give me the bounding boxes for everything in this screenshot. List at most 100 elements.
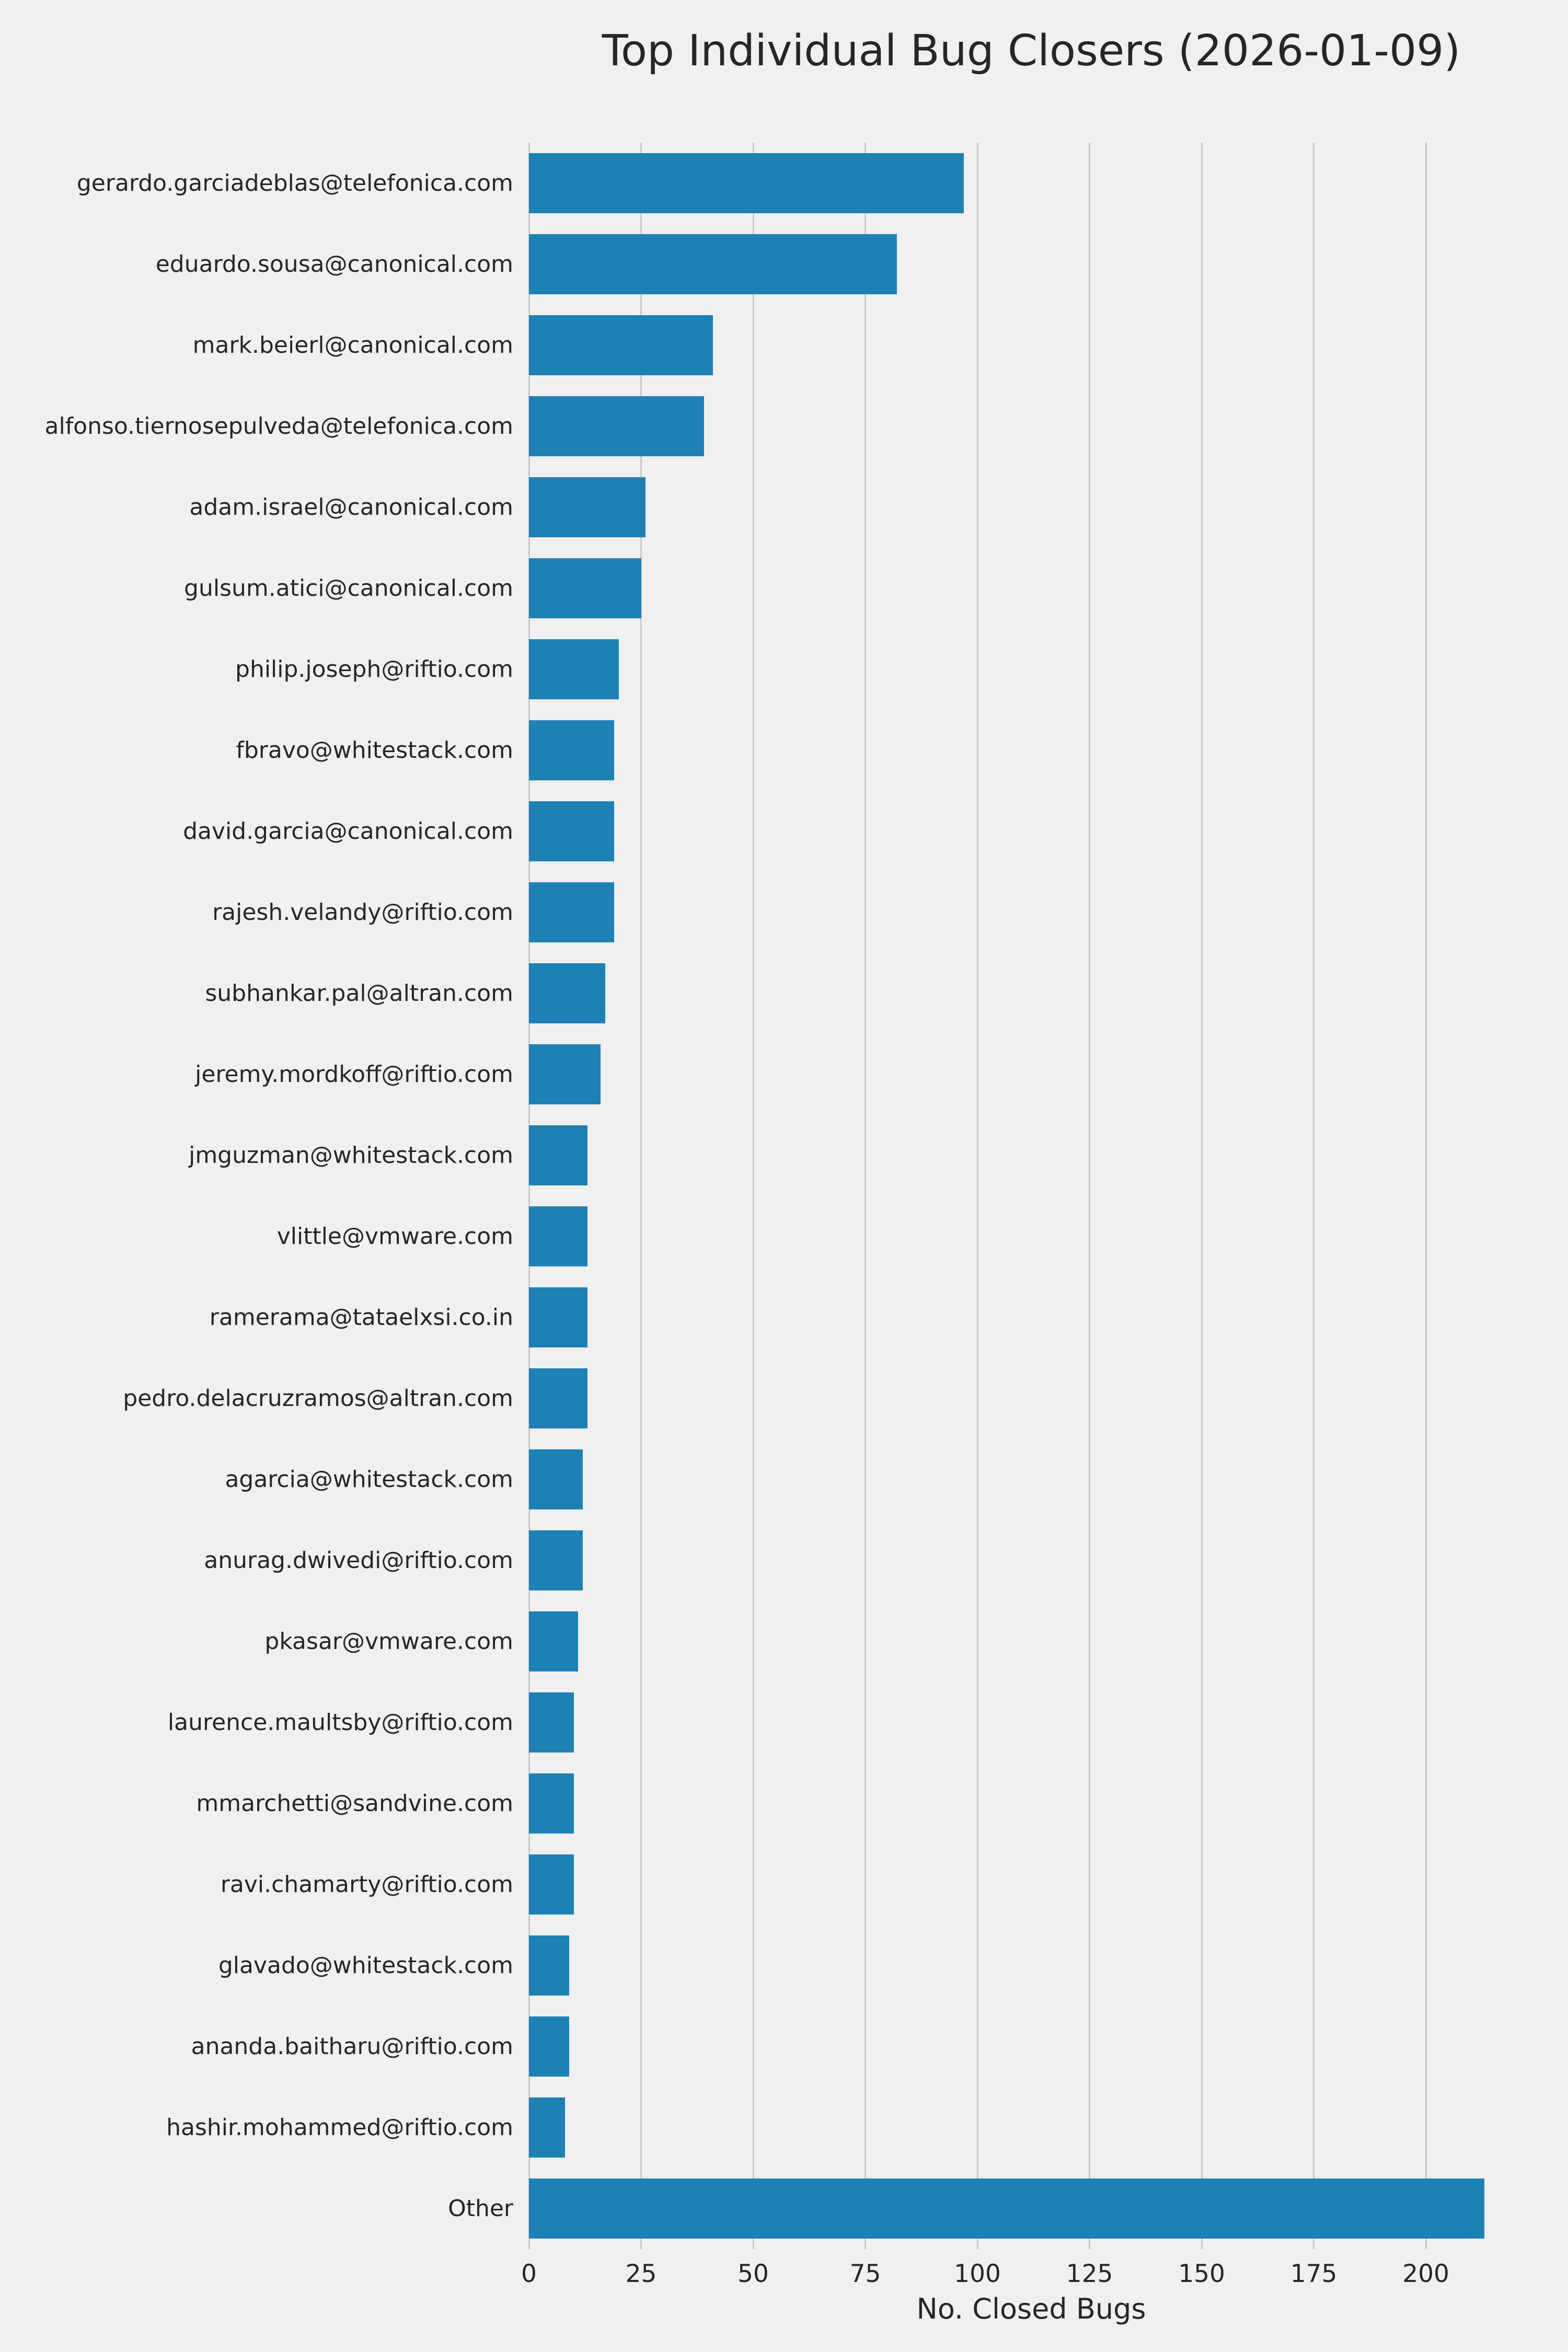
bar-row: ramerama@tataelxsi.co.in	[210, 1277, 1534, 1358]
y-tick-label: pkasar@vmware.com	[264, 1628, 513, 1655]
bar	[529, 396, 704, 456]
bar-rows: gerardo.garciadeblas@telefonica.com eduar…	[45, 143, 1534, 2249]
bar	[529, 1935, 570, 1996]
bar	[529, 2097, 565, 2158]
bar	[529, 477, 646, 537]
gridline	[1425, 143, 1427, 2249]
bar	[529, 639, 619, 699]
bar-row: david.garcia@canonical.com	[183, 791, 1534, 872]
chart-title: Top Individual Bug Closers (2026-01-09)	[602, 26, 1461, 76]
bar-row: fbravo@whitestack.com	[236, 710, 1534, 791]
x-axis-label: No. Closed Bugs	[916, 2292, 1146, 2325]
x-tick-label: 75	[849, 2259, 881, 2288]
y-tick-label: jmguzman@whitestack.com	[189, 1142, 513, 1169]
bar-row: gulsum.atici@canonical.com	[184, 548, 1534, 629]
bar	[529, 801, 615, 861]
y-tick-label: gulsum.atici@canonical.com	[184, 574, 513, 602]
gridline	[1201, 143, 1203, 2249]
bar-row: anurag.dwivedi@riftio.com	[204, 1520, 1534, 1601]
y-tick-label: mmarchetti@sandvine.com	[196, 1790, 513, 1817]
bar-row: jmguzman@whitestack.com	[189, 1115, 1534, 1196]
bar-row: rajesh.velandy@riftio.com	[212, 872, 1534, 953]
bar-row: eduardo.sousa@canonical.com	[156, 224, 1534, 305]
y-tick-label: subhankar.pal@altran.com	[205, 979, 513, 1007]
bar	[529, 2178, 1484, 2239]
bar-row: mmarchetti@sandvine.com	[196, 1763, 1534, 1844]
bar	[529, 1611, 579, 1671]
bar	[529, 1206, 587, 1266]
gridline	[752, 143, 754, 2249]
bar-row: pedro.delacruzramos@altran.com	[123, 1358, 1534, 1439]
bar	[529, 1692, 574, 1753]
gridline	[1313, 143, 1315, 2249]
y-tick-label: pedro.delacruzramos@altran.com	[123, 1385, 513, 1412]
x-tick-label: 25	[625, 2259, 657, 2288]
y-tick-label: hashir.mohammed@riftio.com	[166, 2114, 513, 2141]
y-tick-label: david.garcia@canonical.com	[183, 817, 513, 845]
y-tick-label: gerardo.garciadeblas@telefonica.com	[76, 169, 513, 197]
bar	[529, 1449, 583, 1509]
bar-row: agarcia@whitestack.com	[225, 1439, 1534, 1520]
bar-row: gerardo.garciadeblas@telefonica.com	[77, 143, 1534, 224]
bar-row: ravi.chamarty@riftio.com	[221, 1844, 1534, 1925]
y-tick-label: rajesh.velandy@riftio.com	[212, 898, 513, 926]
bar	[529, 882, 615, 942]
bar-row: laurence.maultsby@riftio.com	[168, 1682, 1534, 1763]
gridline	[640, 143, 642, 2249]
x-tick-label: 150	[1178, 2259, 1225, 2288]
y-tick-label: eduardo.sousa@canonical.com	[155, 250, 513, 278]
bar	[529, 153, 964, 213]
bar	[529, 1044, 601, 1104]
y-tick-label: philip.joseph@riftio.com	[235, 655, 513, 683]
gridline	[1089, 143, 1091, 2249]
gridline	[864, 143, 867, 2249]
y-tick-label: adam.israel@canonical.com	[189, 493, 513, 521]
bar	[529, 558, 641, 618]
y-tick-label: agarcia@whitestack.com	[225, 1466, 513, 1493]
bar	[529, 2016, 570, 2077]
bar	[529, 1854, 574, 1915]
bar-row: alfonso.tiernosepulveda@telefonica.com	[45, 386, 1534, 467]
y-tick-label: anurag.dwivedi@riftio.com	[204, 1547, 513, 1574]
bar	[529, 1287, 587, 1347]
plot-area: gerardo.garciadeblas@telefonica.com eduar…	[45, 143, 1534, 2286]
gridline	[976, 143, 978, 2249]
x-tick-label: 100	[954, 2259, 1001, 2288]
bar-row: hashir.mohammed@riftio.com	[166, 2087, 1534, 2168]
bar	[529, 234, 897, 294]
bar	[529, 1125, 587, 1185]
y-tick-label: jeremy.mordkoff@riftio.com	[195, 1060, 513, 1088]
x-tick-label: 175	[1290, 2259, 1338, 2288]
y-tick-label: ramerama@tataelxsi.co.in	[209, 1304, 513, 1331]
y-tick-label: mark.beierl@canonical.com	[192, 331, 513, 359]
x-tick-label: 200	[1402, 2259, 1449, 2288]
x-tick-label: 50	[737, 2259, 769, 2288]
gridline	[528, 143, 530, 2249]
bar	[529, 963, 605, 1023]
y-tick-label: glavado@whitestack.com	[218, 1952, 513, 1979]
bar	[529, 720, 615, 780]
bar-row: glavado@whitestack.com	[218, 1925, 1534, 2006]
y-tick-label: ananda.baitharu@riftio.com	[191, 2033, 513, 2060]
bar-row: adam.israel@canonical.com	[189, 467, 1534, 548]
bar	[529, 1773, 574, 1834]
y-tick-label: alfonso.tiernosepulveda@telefonica.com	[44, 412, 514, 440]
bar	[529, 1368, 587, 1428]
bar-row: Other	[448, 2168, 1534, 2249]
bar-row: subhankar.pal@altran.com	[205, 953, 1534, 1034]
y-tick-label: vlittle@vmware.com	[276, 1223, 513, 1250]
bar-row: philip.joseph@riftio.com	[235, 629, 1534, 710]
x-tick-labels: 0 25 50 75 100 125 150 175 200	[521, 2249, 1534, 2291]
bar-row: jeremy.mordkoff@riftio.com	[195, 1034, 1534, 1115]
bar-row: mark.beierl@canonical.com	[193, 305, 1534, 386]
bar-row: vlittle@vmware.com	[277, 1196, 1534, 1277]
bar	[529, 1530, 583, 1590]
y-tick-label: Other	[448, 2195, 513, 2222]
y-tick-label: fbravo@whitestack.com	[236, 736, 513, 764]
bar-row: ananda.baitharu@riftio.com	[191, 2006, 1534, 2087]
bar-row: pkasar@vmware.com	[264, 1601, 1534, 1682]
y-tick-label: ravi.chamarty@riftio.com	[220, 1871, 513, 1898]
y-tick-label: laurence.maultsby@riftio.com	[167, 1709, 513, 1736]
x-tick-label: 0	[521, 2259, 537, 2288]
